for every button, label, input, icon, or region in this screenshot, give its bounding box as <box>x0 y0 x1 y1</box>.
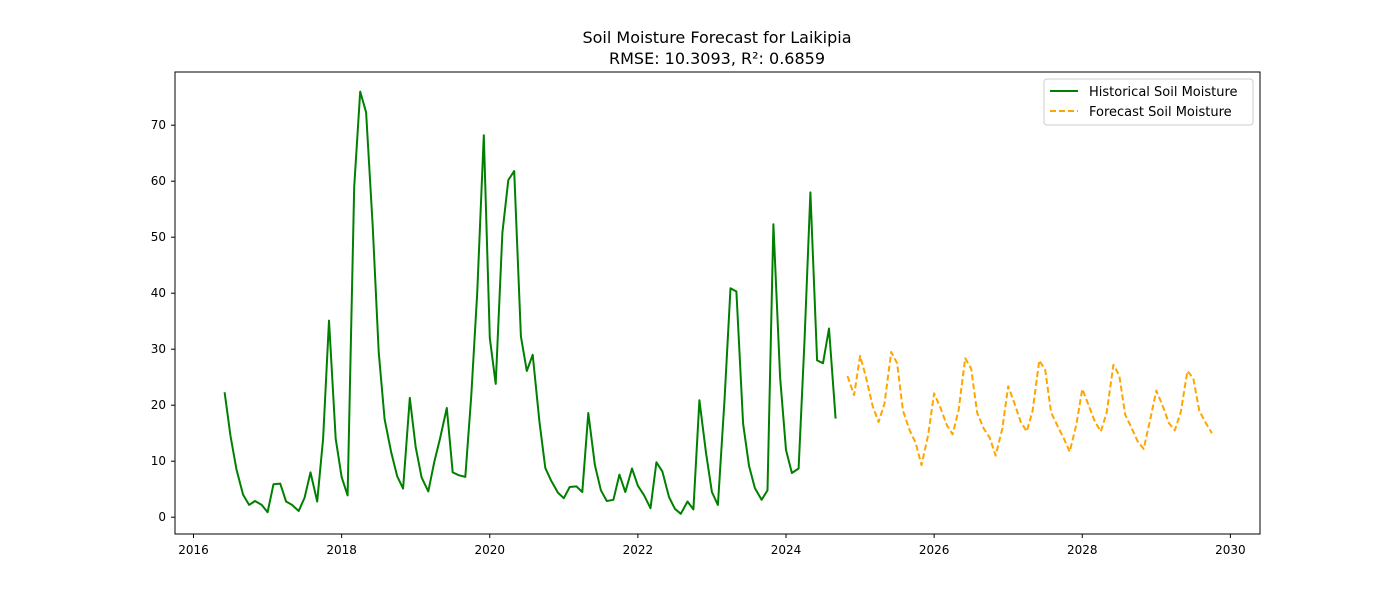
y-tick-label: 70 <box>151 118 166 132</box>
y-tick-label: 10 <box>151 454 166 468</box>
y-tick-label: 60 <box>151 174 166 188</box>
y-tick-label: 40 <box>151 286 166 300</box>
legend-box <box>1043 78 1254 126</box>
forecast-series-line <box>846 351 1213 467</box>
x-axis: 2016 2018 2020 2022 2024 2026 2028 2030 <box>178 534 1246 557</box>
x-tick-label: 2024 <box>771 543 802 557</box>
chart-title: Soil Moisture Forecast for Laikipia <box>582 28 851 47</box>
plot-frame <box>174 71 1261 535</box>
legend: Historical Soil Moisture Forecast Soil M… <box>1043 78 1254 126</box>
legend-label-historical: Historical Soil Moisture <box>1089 85 1238 100</box>
legend-label-forecast: Forecast Soil Moisture <box>1089 105 1232 120</box>
y-tick-label: 50 <box>151 230 166 244</box>
x-tick-label: 2028 <box>1067 543 1098 557</box>
x-tick-label: 2030 <box>1215 543 1246 557</box>
x-tick-label: 2020 <box>474 543 505 557</box>
historical-series-line <box>223 90 837 515</box>
y-axis: 0 10 20 30 40 50 60 70 <box>151 118 175 524</box>
chart-subtitle: RMSE: 10.3093, R²: 0.6859 <box>609 49 825 68</box>
x-tick-label: 2016 <box>178 543 209 557</box>
plot-area <box>223 90 1213 515</box>
y-tick-label: 30 <box>151 342 166 356</box>
x-tick-label: 2022 <box>623 543 654 557</box>
y-tick-label: 0 <box>158 510 166 524</box>
x-tick-label: 2018 <box>326 543 357 557</box>
y-tick-label: 20 <box>151 398 166 412</box>
x-tick-label: 2026 <box>919 543 950 557</box>
